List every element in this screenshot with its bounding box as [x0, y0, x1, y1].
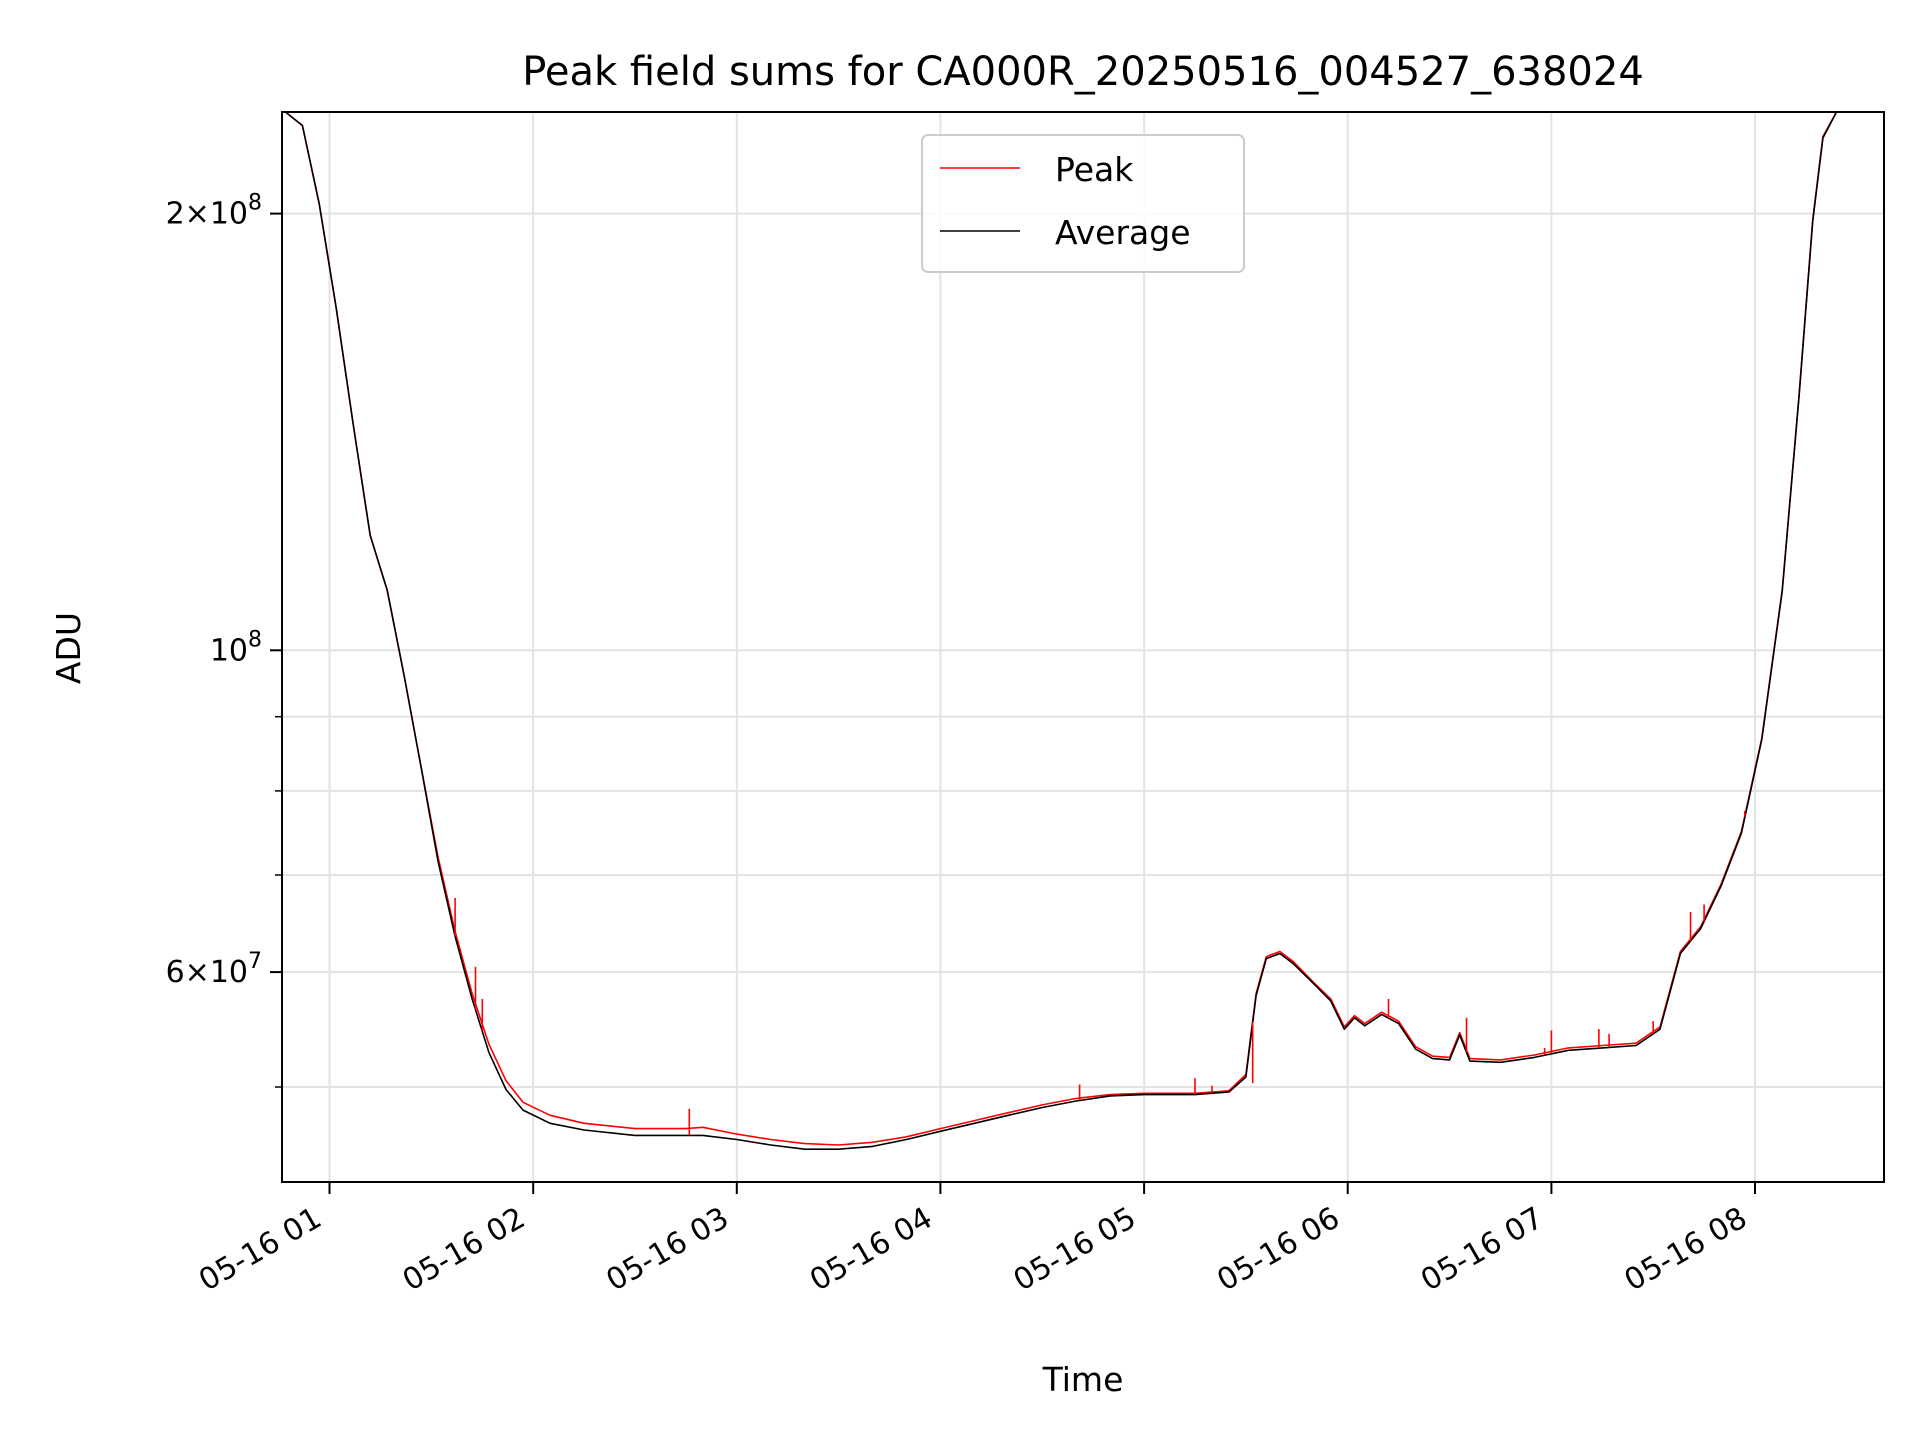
plot-frame [281, 111, 1885, 1183]
y-axis-label: ADU [49, 612, 88, 684]
legend: Peak Average [921, 134, 1245, 273]
y-axis: 108 6×107 2×108 [166, 191, 282, 1088]
y-tick-label: 2×108 [166, 191, 262, 232]
y-tick-label: 6×107 [166, 949, 262, 990]
legend-label-average: Average [1055, 213, 1191, 252]
chart-title: Peak field sums for CA000R_20250516_0045… [522, 49, 1644, 95]
legend-label-peak: Peak [1055, 150, 1134, 189]
y-tick-label: 108 [210, 627, 262, 668]
x-axis-label: Time [1042, 1360, 1124, 1399]
legend-box [921, 134, 1245, 273]
series-group [284, 112, 1838, 1150]
